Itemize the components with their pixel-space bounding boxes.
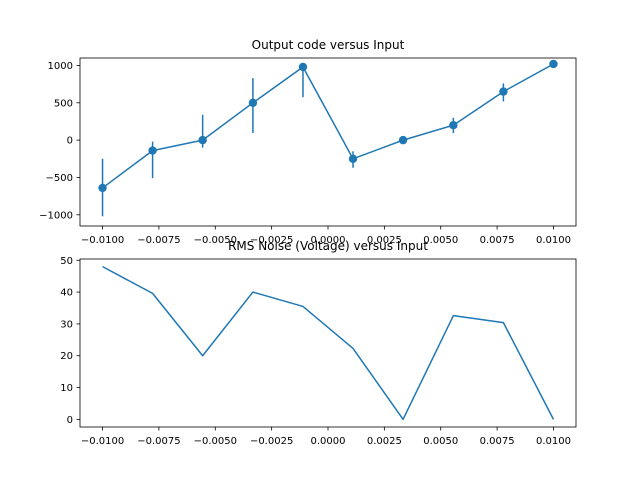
data-point bbox=[298, 62, 308, 72]
x-tick-label: −0.0025 bbox=[250, 235, 293, 246]
x-tick-label: 0.0000 bbox=[311, 436, 346, 447]
x-tick-label: −0.0075 bbox=[137, 436, 180, 447]
y-tick-label: 0 bbox=[67, 136, 73, 147]
data-point bbox=[98, 183, 107, 193]
chart-title: Output code versus Input bbox=[252, 38, 405, 52]
x-tick-label: −0.0100 bbox=[81, 436, 124, 447]
data-point bbox=[348, 154, 358, 163]
output-code-chart: Output code versus Input −0.0100 −0.0075−… bbox=[39, 38, 577, 246]
chart-marks bbox=[98, 59, 558, 217]
rms-noise-chart: −0.0100 −0.0075 −0.0050 −0.0025 0.0000 0.0025… bbox=[60, 256, 577, 447]
y-tick-label: −500 bbox=[46, 173, 73, 184]
x-tick-label: −0.0075 bbox=[137, 235, 180, 246]
chart-title: RMS Noise (Voltage) versus Input bbox=[228, 239, 428, 253]
y-tick-label: 50 bbox=[60, 256, 73, 267]
data-point bbox=[449, 121, 458, 130]
y-tick-label: 30 bbox=[60, 319, 73, 330]
series-line bbox=[102, 265, 555, 421]
y-tick-label: 500 bbox=[54, 98, 73, 109]
y-tick-label: −1000 bbox=[39, 210, 73, 221]
x-tick-label: 0.0100 bbox=[536, 235, 571, 246]
x-tick-label: −0.0050 bbox=[194, 235, 237, 246]
data-point bbox=[198, 135, 207, 145]
x-tick-label: 0.0075 bbox=[480, 436, 515, 447]
y-tick-label: 1000 bbox=[48, 61, 73, 72]
x-tick-label: 0.0025 bbox=[367, 436, 402, 447]
series-line bbox=[102, 63, 554, 189]
x-tick-label: 0.0025 bbox=[367, 235, 402, 246]
x-tick-label: 0.0050 bbox=[423, 436, 458, 447]
data-point bbox=[549, 59, 558, 69]
x-tick-label: −0.0100 bbox=[81, 235, 124, 246]
x-tick-label: 0.0075 bbox=[480, 235, 515, 246]
y-tick-label: 40 bbox=[60, 288, 73, 299]
y-tick-label: 0 bbox=[67, 415, 73, 426]
data-point bbox=[499, 87, 508, 96]
y-tick-label: 10 bbox=[60, 383, 73, 394]
y-tick-label: 20 bbox=[60, 351, 73, 362]
data-point bbox=[248, 98, 258, 108]
x-tick-label: 0.0050 bbox=[423, 235, 458, 246]
data-point bbox=[398, 135, 408, 145]
data-point bbox=[148, 146, 157, 155]
axis-ticks: −0.0100 −0.0075 −0.0050 −0.0025 0.0000 0.0025… bbox=[39, 61, 571, 246]
x-tick-label: 0.0100 bbox=[536, 436, 571, 447]
chart-marks bbox=[102, 265, 555, 421]
x-tick-label: −0.0050 bbox=[194, 436, 237, 447]
x-tick-label: 0.0000 bbox=[311, 235, 346, 246]
axis-ticks: −0.0100 −0.0075 −0.0050 −0.0025 0.0000 0.0025… bbox=[60, 256, 571, 447]
x-tick-label: −0.0025 bbox=[250, 436, 293, 447]
